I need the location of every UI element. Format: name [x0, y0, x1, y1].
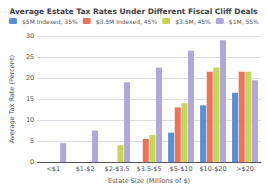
svg-text:30: 30: [26, 32, 34, 40]
svg-text:0: 0: [30, 158, 34, 166]
svg-text:10: 10: [26, 116, 34, 124]
svg-text:Average Estate Tax Rates Under: Average Estate Tax Rates Under Different…: [9, 7, 258, 16]
svg-text:$1-$2: $1-$2: [76, 165, 95, 173]
svg-text:$2-$3.5: $2-$3.5: [105, 165, 130, 173]
svg-text:$5-$10: $5-$10: [170, 165, 193, 173]
svg-text:$5M Indexed, 35%: $5M Indexed, 35%: [22, 18, 78, 25]
svg-text:$3.5-$5: $3.5-$5: [137, 165, 162, 173]
svg-text:$3.5M, 45%: $3.5M, 45%: [175, 18, 211, 25]
svg-text:Estate Size (Millions of $): Estate Size (Millions of $): [108, 177, 190, 185]
svg-text:20: 20: [26, 74, 34, 82]
svg-text:5: 5: [30, 137, 34, 145]
svg-text:<$1: <$1: [46, 165, 60, 173]
svg-text:Average Tax Rate (Percent): Average Tax Rate (Percent): [8, 55, 16, 143]
svg-text:25: 25: [26, 53, 34, 61]
svg-text:$3.5M Indexed, 45%: $3.5M Indexed, 45%: [96, 18, 158, 25]
svg-text:$10-$20: $10-$20: [199, 165, 226, 173]
svg-text:>$20: >$20: [236, 165, 254, 173]
svg-text:$1M, 55%: $1M, 55%: [229, 18, 259, 25]
svg-text:15: 15: [26, 95, 34, 103]
